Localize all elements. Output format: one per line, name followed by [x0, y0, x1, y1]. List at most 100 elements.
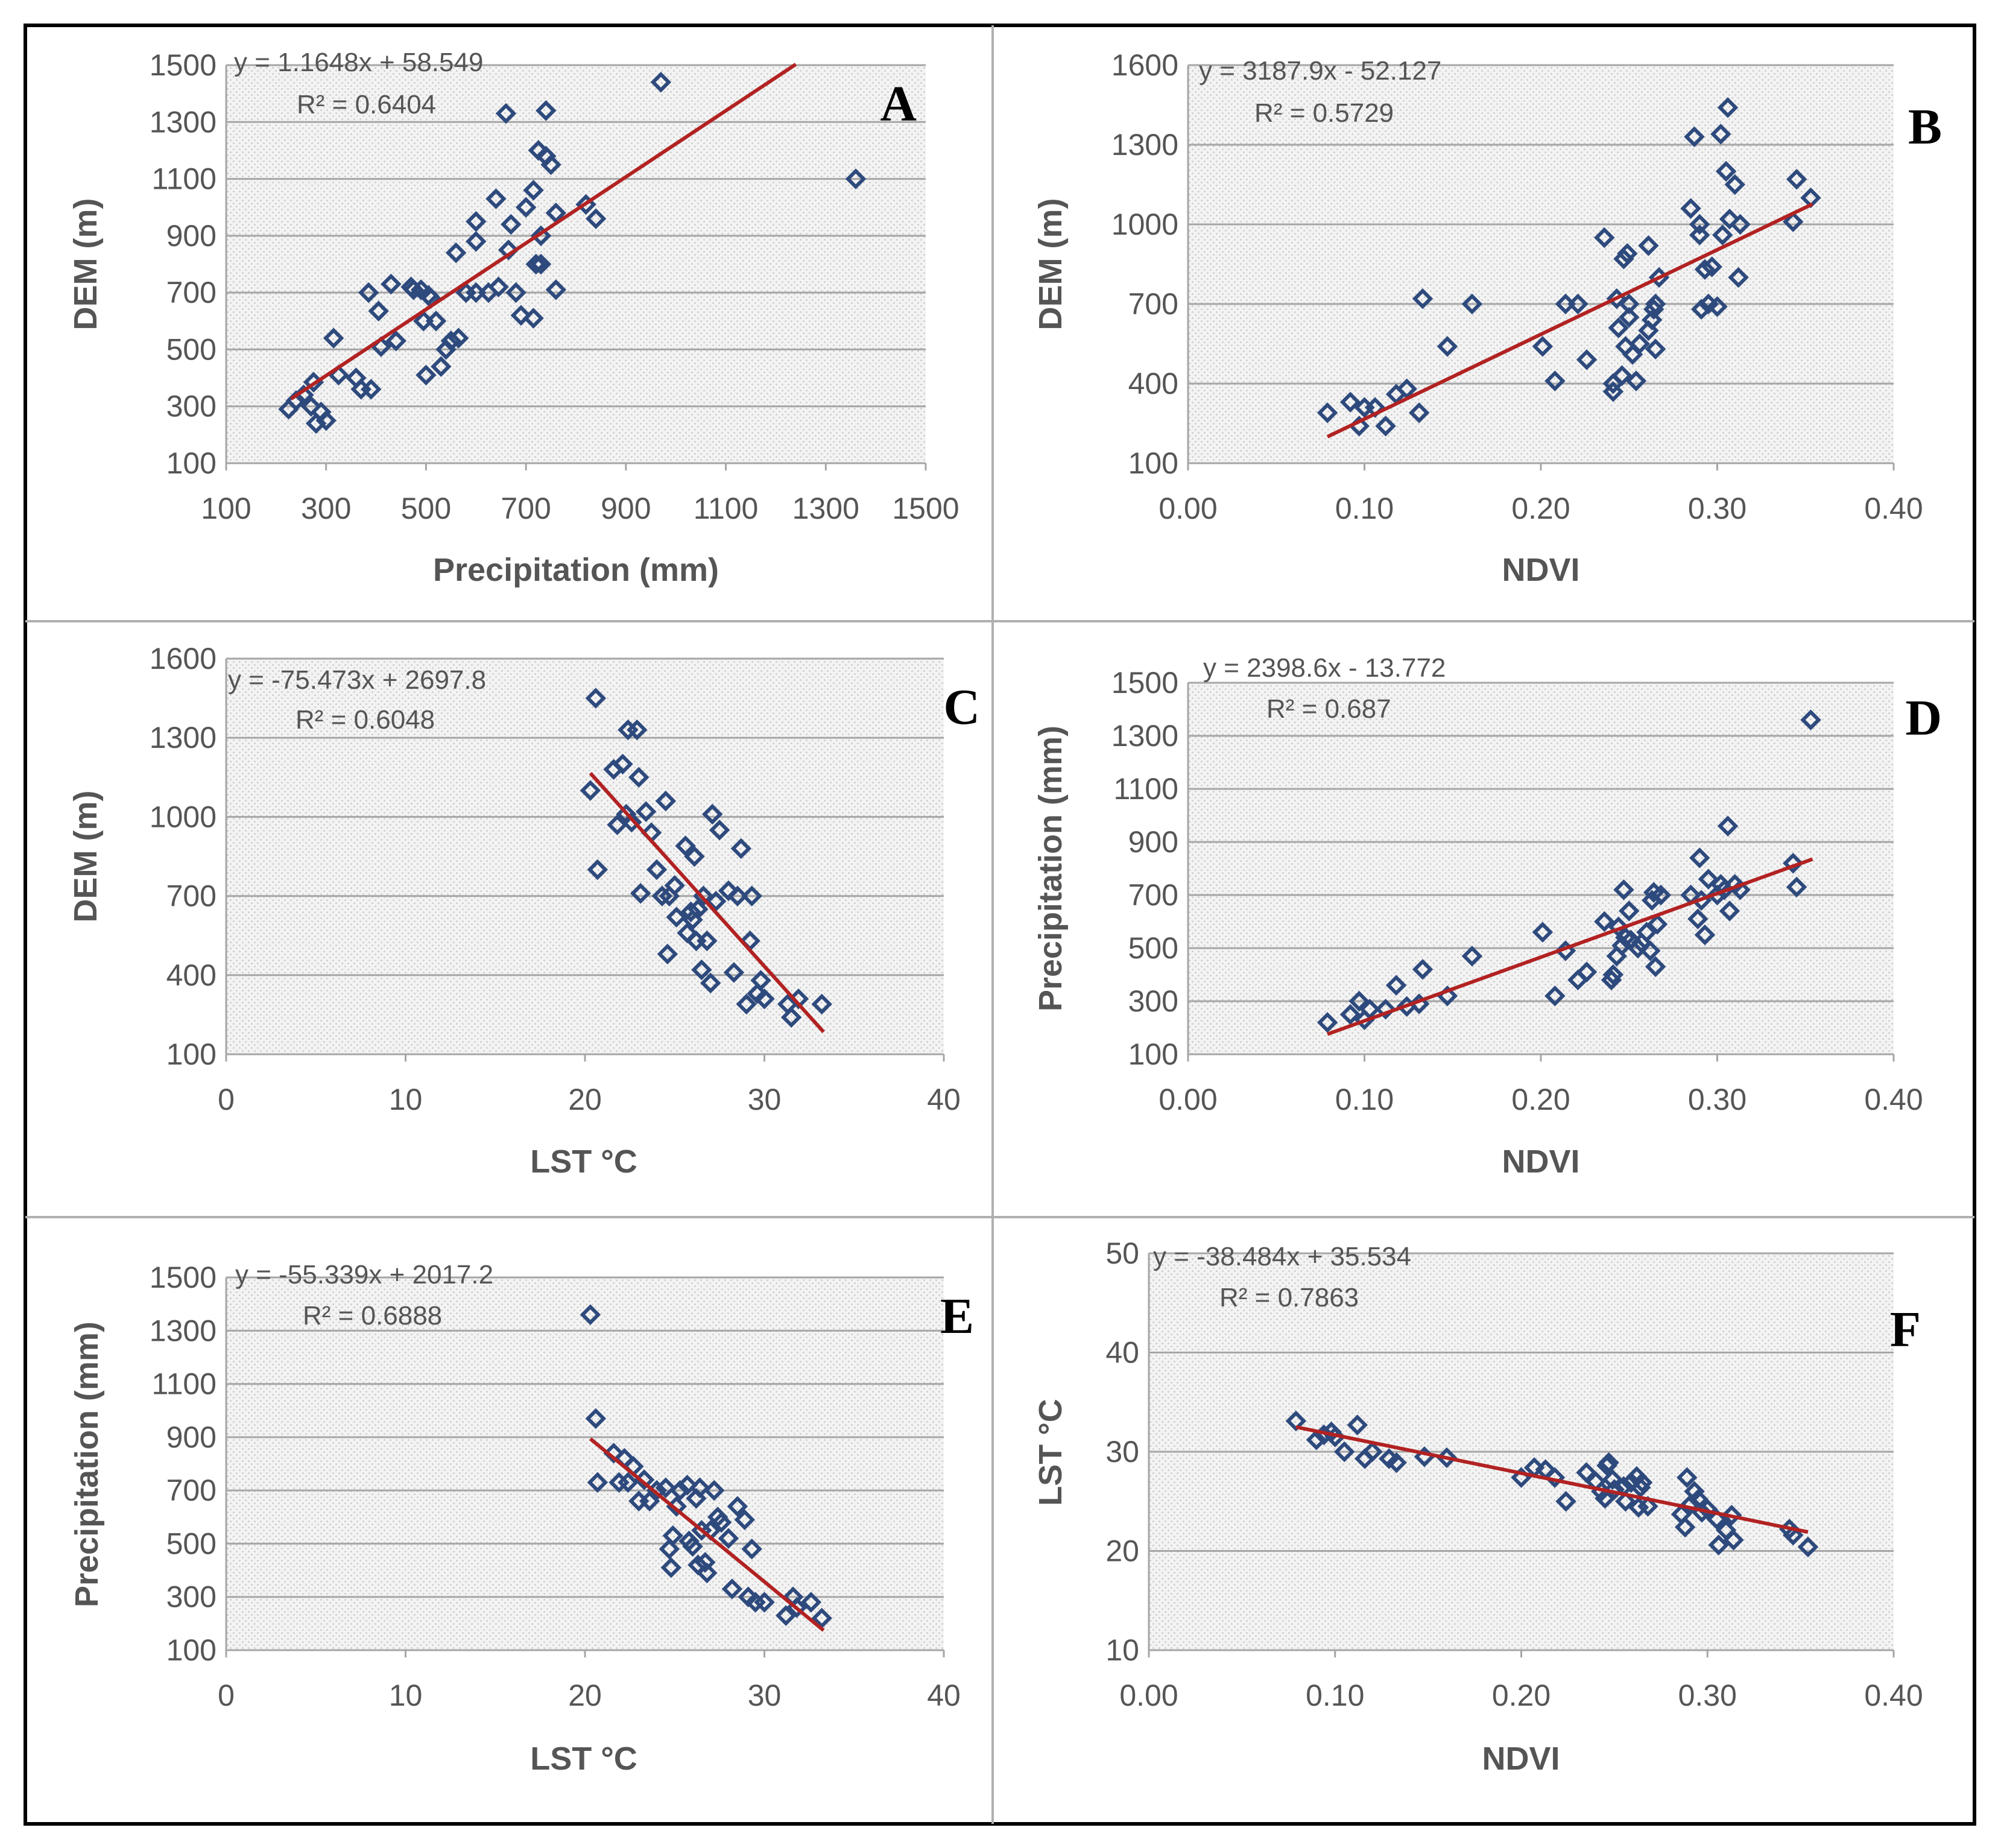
- panel-e-xtick-label: 20: [568, 1679, 602, 1712]
- panel-f-data-point: [1544, 1467, 1566, 1489]
- panel-a-xtick-label: 1100: [694, 492, 759, 525]
- panel-b-xtick-label: 0.20: [1511, 492, 1570, 525]
- panel-b-data-point: [1461, 293, 1483, 315]
- panel-b-data-point: [1608, 317, 1629, 338]
- panel-a-ytick-label: 900: [166, 219, 217, 253]
- panel-f-data-point: [1615, 1491, 1636, 1512]
- panel-d-data-point: [1348, 990, 1370, 1012]
- panel-c-data-point: [741, 885, 762, 907]
- panel-d-data-point: [1717, 815, 1739, 837]
- panel-b-data-point: [1689, 214, 1710, 235]
- panel-b-ytick-label: 700: [1128, 287, 1178, 321]
- panel-f-data-point: [1362, 1441, 1383, 1463]
- panel-c-data-point: [630, 882, 651, 904]
- panel-c-label: C: [943, 679, 980, 735]
- panel-e-data-point: [660, 1557, 682, 1578]
- panel-a-data-point: [505, 282, 526, 303]
- panel-a-data-point: [530, 225, 552, 247]
- panel-c-data-point: [750, 970, 771, 991]
- panel-a-data-point: [466, 211, 487, 232]
- panel-c-points: [580, 688, 832, 1028]
- panel-b-data-point: [1602, 381, 1624, 402]
- panel-e-data-point: [677, 1475, 698, 1496]
- panel-d-ytick-label: 1300: [1111, 719, 1178, 753]
- panel-b-xtick-label: 0.00: [1159, 492, 1217, 525]
- panel-d-data-point: [1412, 958, 1434, 980]
- panel-d-ytick-label: 300: [1128, 984, 1178, 1018]
- panel-b-data-point: [1544, 370, 1566, 391]
- panel-f-yticks: 10 20 30 40 50: [1105, 1236, 1139, 1667]
- panel-e-r2: R² = 0.6888: [303, 1301, 442, 1331]
- panel-a-xtick-label: 500: [401, 492, 451, 525]
- panel-a-data-point: [650, 72, 672, 93]
- panel-b-data-point: [1375, 416, 1396, 437]
- panel-d-xticks: 0.00 0.10 0.20 0.30 0.40: [1159, 1054, 1923, 1116]
- panel-e-xticks: 0 10 20 30 40: [218, 1650, 961, 1712]
- panel-d-data-point: [1687, 908, 1709, 929]
- panel-c-ytick-label: 400: [166, 958, 217, 992]
- panel-d-xtick-label: 0.00: [1159, 1083, 1217, 1116]
- panel-d-ytick-label: 100: [1128, 1037, 1178, 1071]
- panel-c-ytick-label: 1300: [150, 721, 217, 755]
- panel-b-data-point: [1317, 402, 1338, 423]
- panel-d-label: D: [1905, 690, 1942, 746]
- panel-b-data-point: [1611, 365, 1633, 387]
- panel-a-xtick-label: 1300: [792, 492, 859, 525]
- panel-d-data-point: [1646, 914, 1668, 935]
- panel-a-data-point: [523, 308, 544, 329]
- panel-a-data-point: [445, 242, 467, 264]
- panel-d-data-point: [1576, 961, 1598, 983]
- panel-b-ytick-label: 1300: [1111, 128, 1178, 162]
- panel-d-yticks: 100 300 500 700 900 1100 1300 1500: [1111, 666, 1178, 1071]
- panel-b-r2: R² = 0.5729: [1254, 98, 1394, 128]
- panel-a-points: [278, 72, 867, 434]
- panel-e-data-point: [718, 1528, 739, 1549]
- panel-c-data-point: [701, 803, 723, 825]
- panel-d-data-point: [1544, 985, 1566, 1007]
- panel-a-data-point: [485, 188, 507, 209]
- panel-d-data-point: [1602, 964, 1624, 986]
- panel-a-data-point: [300, 396, 322, 417]
- panel-a-data-point: [536, 100, 557, 121]
- panel-f-data-point: [1674, 1516, 1696, 1538]
- panel-b-ytick-label: 100: [1128, 446, 1178, 480]
- panel-f-data-point: [1598, 1452, 1619, 1473]
- panel-a-ytick-label: 300: [166, 390, 217, 423]
- panel-c-data-point: [651, 885, 673, 907]
- panel-c-xtick-label: 40: [927, 1083, 961, 1116]
- panel-a-data-point: [323, 328, 344, 349]
- panel-c-data-point: [664, 875, 685, 896]
- panel-a-data-point: [431, 356, 452, 377]
- panel-e-data-point: [689, 1477, 710, 1498]
- panel-b-data-point: [1532, 336, 1554, 357]
- panel-d-data-point: [1594, 911, 1615, 932]
- panel-c-equation: y = -75.473x + 2697.8: [228, 665, 486, 695]
- panel-f-data-point: [1723, 1530, 1744, 1551]
- panel-f-data-point: [1680, 1493, 1701, 1515]
- panel-b-data-point: [1694, 259, 1716, 280]
- panel-a-r2: R² = 0.6404: [297, 90, 436, 119]
- panel-a-data-point: [845, 168, 867, 189]
- panel-e-data-point: [775, 1605, 797, 1626]
- panel-d-data-point: [1461, 945, 1483, 967]
- panel-d-data-point: [1645, 956, 1666, 978]
- panel-d-ylabel: Precipitation (mm): [1032, 726, 1069, 1011]
- panel-f-data-point: [1637, 1496, 1658, 1517]
- panel-b-data-point: [1786, 168, 1807, 190]
- panel-e-ylabel: Precipitation (mm): [69, 1321, 105, 1607]
- panel-c-xtick-label: 0: [218, 1083, 235, 1116]
- panel-a-xtick-label: 900: [601, 492, 651, 525]
- panel-b-ytick-label: 1600: [1111, 48, 1178, 82]
- panel-e-data-point: [710, 1511, 732, 1533]
- panel-a-data-point: [358, 282, 379, 303]
- panel-e-trendline: [589, 1437, 825, 1632]
- panel-c-data-point: [580, 780, 601, 801]
- panel-a-data-point: [385, 331, 406, 352]
- panel-d-data-point: [1698, 869, 1719, 890]
- panel-c-data-point: [646, 859, 668, 881]
- panel-e-plot-area: [226, 1277, 944, 1650]
- panel-e-data-point: [587, 1472, 609, 1493]
- panel-e-data-point: [603, 1443, 624, 1464]
- panel-b-data-point: [1730, 214, 1751, 235]
- panel-a-data-point: [381, 273, 402, 295]
